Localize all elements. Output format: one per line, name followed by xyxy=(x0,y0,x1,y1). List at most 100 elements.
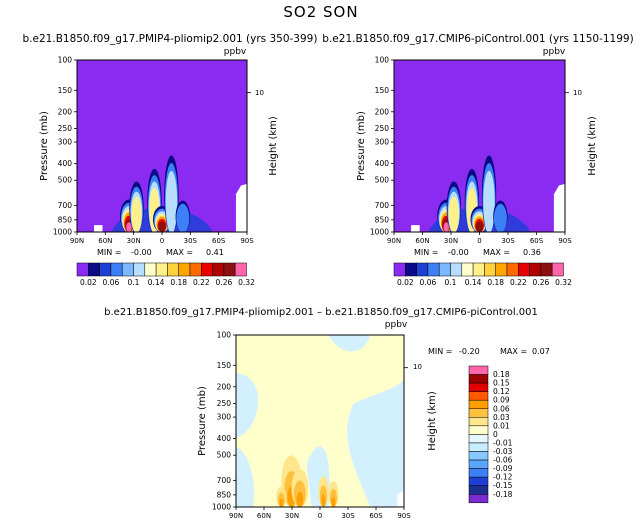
y-tick-label: 1000 xyxy=(370,228,389,237)
y-tick-label: 850 xyxy=(375,215,390,224)
colorbar-cell xyxy=(551,262,564,277)
colorbar-cell xyxy=(540,262,553,277)
panel-1-title: b.e21.B1850.f09_g17.PMIP4-pliomip2.001 (… xyxy=(23,33,318,45)
colorbar-cell xyxy=(88,262,100,277)
y-tick-label: 700 xyxy=(375,201,390,210)
panel-3-ylabel-right: Height (km) xyxy=(427,391,438,451)
surface-mask xyxy=(553,183,565,232)
y-tick-label: 700 xyxy=(217,476,232,485)
colorbar-cell xyxy=(495,262,508,277)
y-tick-label: 400 xyxy=(58,159,73,168)
colorbar-cell xyxy=(405,262,417,277)
panel-2-ylabel: Pressure (mb) xyxy=(356,111,367,181)
x-tick-label: 0 xyxy=(318,512,322,520)
positive-anomaly xyxy=(321,494,326,507)
panel-1-plot xyxy=(77,60,247,232)
colorbar-cell xyxy=(76,262,89,277)
plume-contour xyxy=(448,196,459,232)
colorbar-cell xyxy=(484,262,496,277)
plume-contour xyxy=(165,170,178,232)
colorbar-cell xyxy=(189,262,202,277)
colorbar-cell xyxy=(468,382,489,392)
y-tick-label: 100 xyxy=(58,56,73,65)
colorbar-cell xyxy=(144,262,157,277)
y-tick-label: 250 xyxy=(58,124,73,133)
panel-2-ylabel-right: Height (km) xyxy=(587,116,598,176)
panel-1-colorbar: 0.02 0.06 0.1 0.14 0.18 0.22 0.26 0.32 xyxy=(76,262,255,287)
figure-title: SO2 SON xyxy=(283,3,358,21)
colorbar-label: 0.12 xyxy=(493,387,510,396)
colorbar-label: 0.02 xyxy=(397,278,414,287)
x-tick-label: 30N xyxy=(285,512,299,520)
field-background xyxy=(394,60,565,232)
surface-mask xyxy=(94,225,103,232)
y-tick-label: 200 xyxy=(217,382,232,391)
panel-1-ylabel: Pressure (mb) xyxy=(39,111,50,181)
colorbar-cell xyxy=(178,262,191,277)
surface-mask xyxy=(397,489,404,507)
colorbar-label: 0.02 xyxy=(80,278,97,287)
colorbar-cell xyxy=(438,262,451,277)
x-tick-label: 60S xyxy=(369,512,383,520)
panel-2-max-label: MAX = xyxy=(483,248,510,257)
panel-2-max-value: 0.36 xyxy=(523,248,541,257)
panel-2-colorbar: 0.02 0.06 0.1 0.14 0.18 0.22 0.26 0.32 xyxy=(393,262,572,287)
panel-3-title: b.e21.B1850.f09_g17.PMIP4-pliomip2.001 –… xyxy=(104,307,538,318)
y-tick-label: 850 xyxy=(217,490,232,499)
colorbar-cell xyxy=(234,262,247,277)
negative-anomaly xyxy=(328,335,371,352)
x-tick-label: 60N xyxy=(415,237,429,245)
colorbar-label: -0.09 xyxy=(493,464,513,473)
colorbar-label: -0.06 xyxy=(493,456,513,465)
colorbar-cell xyxy=(468,476,489,486)
panel-1: b.e21.B1850.f09_g17.PMIP4-pliomip2.001 (… xyxy=(23,33,318,287)
y-tick-label: 300 xyxy=(375,138,390,147)
y-tick-label: 300 xyxy=(217,413,232,422)
colorbar-cell xyxy=(223,262,236,277)
panel-2-plot xyxy=(394,60,565,232)
plume-contour xyxy=(158,221,166,232)
plume-contour xyxy=(443,222,449,232)
colorbar-label: 0.14 xyxy=(148,278,165,287)
colorbar-cell xyxy=(506,262,519,277)
panel-3-min-value: -0.20 xyxy=(459,347,480,356)
colorbar-label: -0.01 xyxy=(493,438,513,447)
colorbar-cell xyxy=(472,262,485,277)
panel-2-min-label: MIN = xyxy=(414,248,439,257)
y-tick-label: 1000 xyxy=(53,228,72,237)
surface-mask xyxy=(411,225,420,232)
colorbar-cell xyxy=(468,399,489,410)
colorbar-label: 0.06 xyxy=(493,404,510,413)
colorbar-label: 0.03 xyxy=(493,413,510,422)
colorbar-cell xyxy=(155,262,168,277)
y-tick-label: 400 xyxy=(217,434,232,443)
x-tick-label: 30N xyxy=(127,237,141,245)
colorbar-cell xyxy=(461,262,474,277)
colorbar-cell xyxy=(468,451,489,461)
x-tick-label: 30S xyxy=(184,237,198,245)
colorbar-label: 0.09 xyxy=(493,396,510,405)
colorbar-label: 0.26 xyxy=(216,278,233,287)
colorbar-cell xyxy=(393,262,406,277)
colorbar-label: 0.1 xyxy=(128,278,140,287)
y-tick-label: 850 xyxy=(58,215,73,224)
colorbar-cell xyxy=(468,494,489,504)
colorbar-label: 0.18 xyxy=(493,370,510,379)
plume-contour xyxy=(483,170,495,232)
x-tick-label: 30N xyxy=(444,237,458,245)
y-tick-label: 150 xyxy=(217,361,232,370)
colorbar-label: -0.03 xyxy=(493,447,513,456)
colorbar-cell xyxy=(468,417,489,427)
x-tick-label: 90N xyxy=(229,512,243,520)
y-tick-label: 200 xyxy=(375,107,390,116)
colorbar-label: 0.1 xyxy=(445,278,457,287)
panel-3-max-value: 0.07 xyxy=(532,347,550,356)
y-tick-label: 150 xyxy=(375,86,390,95)
colorbar-cell xyxy=(468,459,489,469)
field-background xyxy=(77,60,247,232)
negative-anomaly xyxy=(236,446,254,507)
colorbar-cell xyxy=(468,485,489,495)
colorbar-label: -0.12 xyxy=(493,473,513,482)
y-tick-label: 100 xyxy=(217,331,232,340)
